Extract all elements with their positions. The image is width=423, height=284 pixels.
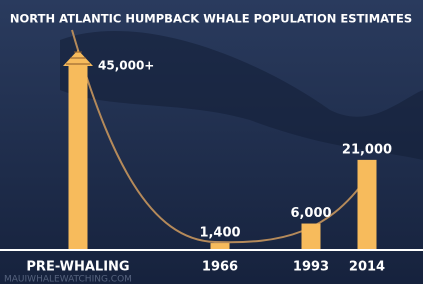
x-tick-label: PRE-WHALING — [26, 260, 129, 275]
bar — [302, 224, 321, 249]
bar — [358, 160, 377, 249]
bar — [69, 64, 88, 249]
x-tick-label: 1993 — [293, 260, 329, 275]
value-label: 45,000+ — [98, 59, 154, 73]
value-label: 6,000 — [290, 206, 331, 221]
watermark: MAUIWHALEWATCHING.COM — [4, 275, 132, 284]
value-label: 21,000 — [342, 142, 392, 157]
x-tick-label: 1966 — [202, 260, 238, 275]
bar — [211, 243, 230, 249]
value-label: 1,400 — [199, 226, 240, 241]
chart-title: NORTH ATLANTIC HUMPBACK WHALE POPULATION… — [10, 12, 412, 26]
x-tick-label: 2014 — [349, 260, 385, 275]
chart: NORTH ATLANTIC HUMPBACK WHALE POPULATION… — [0, 0, 423, 284]
